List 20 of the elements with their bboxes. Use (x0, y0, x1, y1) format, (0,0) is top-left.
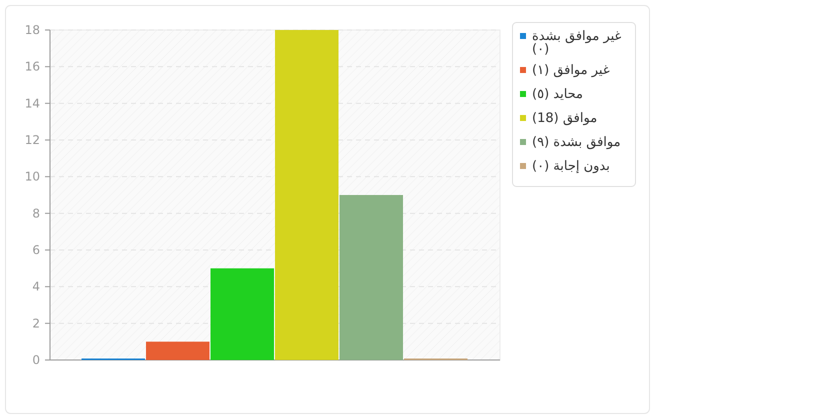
bar (340, 195, 403, 360)
legend-label: غير موافق (١) (532, 63, 610, 78)
y-tick-label: 16 (24, 60, 40, 74)
y-tick-label: 10 (24, 170, 40, 184)
bar (275, 30, 338, 360)
bar (210, 268, 274, 360)
y-tick-label: 2 (32, 316, 40, 330)
legend-label: بدون إجابة (٠) (532, 159, 610, 174)
legend-label: محايد (٥) (532, 87, 584, 102)
legend-label: موافق (18) (532, 111, 598, 126)
legend-label: غير موافق بشدة (٠) (532, 29, 622, 57)
y-tick-label: 12 (24, 133, 40, 147)
y-tick-label: 8 (32, 206, 40, 220)
y-tick-label: 0 (32, 353, 40, 367)
y-tick-label: 6 (32, 243, 40, 257)
bar (146, 342, 210, 360)
y-tick-label: 4 (32, 280, 40, 294)
y-tick-label: 14 (24, 96, 40, 110)
y-tick-label: 18 (24, 23, 40, 37)
legend-label: موافق بشدة (٩) (532, 135, 621, 150)
